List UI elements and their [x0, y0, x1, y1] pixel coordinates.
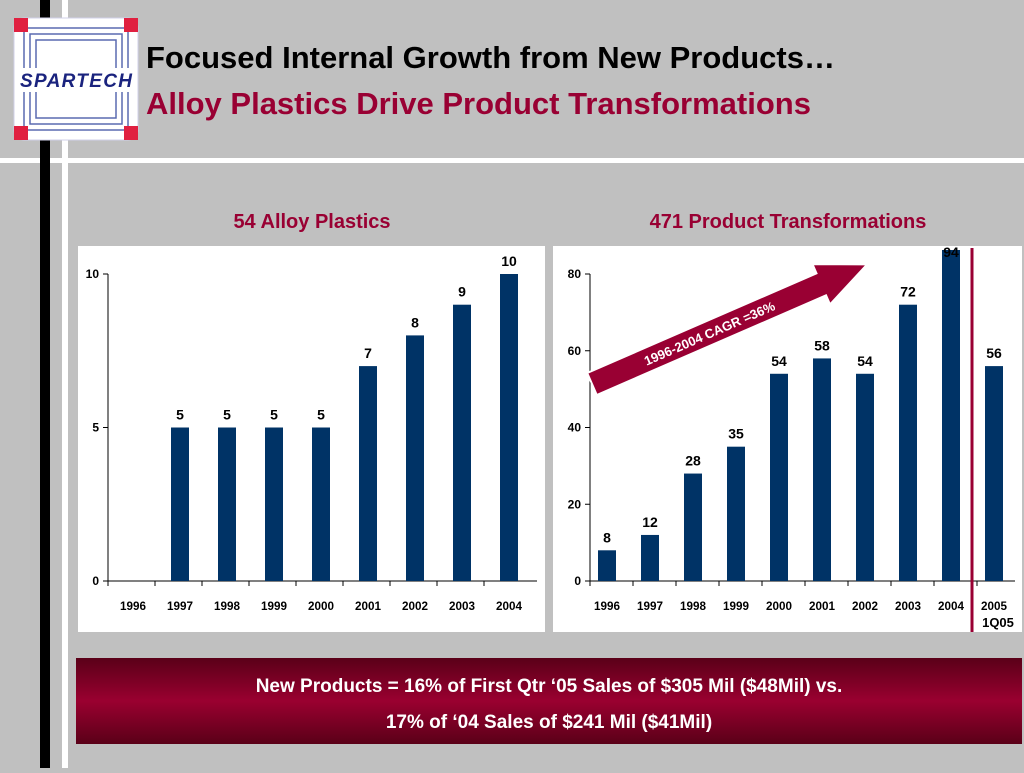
data-label: 58	[814, 337, 830, 353]
y-tick-label: 10	[86, 267, 100, 281]
footer-box	[76, 658, 1022, 744]
bar	[598, 550, 616, 581]
x-tick-label: 2001	[355, 599, 381, 613]
x-tick-label: 2005	[981, 599, 1007, 613]
x-tick-label: 1996	[594, 599, 620, 613]
x-tick-label: 2004	[496, 599, 522, 613]
bar	[641, 534, 659, 581]
data-label: 8	[603, 529, 611, 545]
y-tick-label: 80	[568, 267, 582, 281]
bar	[813, 358, 831, 581]
chart-title: 471 Product Transformations	[650, 211, 927, 233]
y-tick-label: 40	[568, 421, 582, 435]
x-tick-label: 2001	[809, 599, 835, 613]
bar	[899, 304, 917, 581]
data-label: 28	[685, 453, 701, 469]
footer-line: New Products = 16% of First Qtr ‘05 Sale…	[256, 676, 843, 697]
x-tick-label: 2000	[766, 599, 792, 613]
x-tick-label: 1998	[680, 599, 706, 613]
bar	[856, 373, 874, 581]
x-tick-label: 2002	[852, 599, 878, 613]
y-tick-label: 60	[568, 344, 582, 358]
data-label: 7	[364, 345, 372, 361]
data-label: 54	[857, 353, 873, 369]
data-label: 72	[900, 284, 916, 300]
data-label: 10	[501, 253, 517, 269]
bar	[171, 427, 189, 581]
subtitle: Alloy Plastics Drive Product Transformat…	[146, 86, 811, 121]
bar	[684, 473, 702, 581]
chart-title: 54 Alloy Plastics	[233, 211, 390, 233]
data-label: 5	[270, 407, 278, 423]
logo-corner	[124, 126, 138, 140]
header-rule	[0, 158, 1024, 163]
bar	[942, 250, 960, 581]
x-tick-label: 1999	[261, 599, 287, 613]
logo-corner	[14, 18, 28, 32]
x-tick-label: 1997	[167, 599, 193, 613]
x-tick-label: 2004	[938, 599, 964, 613]
data-label: 35	[728, 426, 744, 442]
data-label: 9	[458, 284, 466, 300]
bar	[218, 427, 236, 581]
data-label: 5	[317, 407, 325, 423]
category-note: 1Q05	[982, 615, 1014, 630]
chart-panel	[78, 246, 545, 632]
bar	[500, 274, 518, 581]
x-tick-label: 2003	[895, 599, 921, 613]
bar	[312, 427, 330, 581]
data-label: 5	[223, 407, 231, 423]
bar	[727, 446, 745, 581]
bar	[359, 366, 377, 581]
footer-line: 17% of ‘04 Sales of $241 Mil ($41Mil)	[386, 712, 712, 733]
data-label: 12	[642, 514, 658, 530]
data-label: 54	[771, 353, 787, 369]
y-tick-label: 0	[92, 574, 99, 588]
logo-text: SPARTECH	[20, 71, 133, 92]
data-label: 94	[943, 244, 959, 260]
left-stripe	[62, 0, 68, 768]
y-tick-label: 20	[568, 497, 582, 511]
bar	[265, 427, 283, 581]
bar	[453, 304, 471, 581]
logo: SPARTECH	[13, 17, 139, 141]
data-label: 5	[176, 407, 184, 423]
x-tick-label: 1999	[723, 599, 749, 613]
data-label: 8	[411, 314, 419, 330]
x-tick-label: 2003	[449, 599, 475, 613]
left-bar	[40, 0, 50, 768]
y-tick-label: 0	[574, 574, 581, 588]
x-tick-label: 2000	[308, 599, 334, 613]
x-tick-label: 2002	[402, 599, 428, 613]
bar	[406, 335, 424, 581]
data-label: 56	[986, 345, 1002, 361]
logo-band	[18, 68, 134, 92]
y-tick-label: 5	[92, 421, 99, 435]
title: Focused Internal Growth from New Product…	[146, 40, 835, 75]
bar	[770, 373, 788, 581]
arrow-shape	[585, 263, 870, 397]
x-tick-label: 1996	[120, 599, 146, 613]
bar	[985, 366, 1003, 581]
x-tick-label: 1998	[214, 599, 240, 613]
logo-corner	[14, 126, 28, 140]
x-tick-label: 1997	[637, 599, 663, 613]
logo-corner	[124, 18, 138, 32]
